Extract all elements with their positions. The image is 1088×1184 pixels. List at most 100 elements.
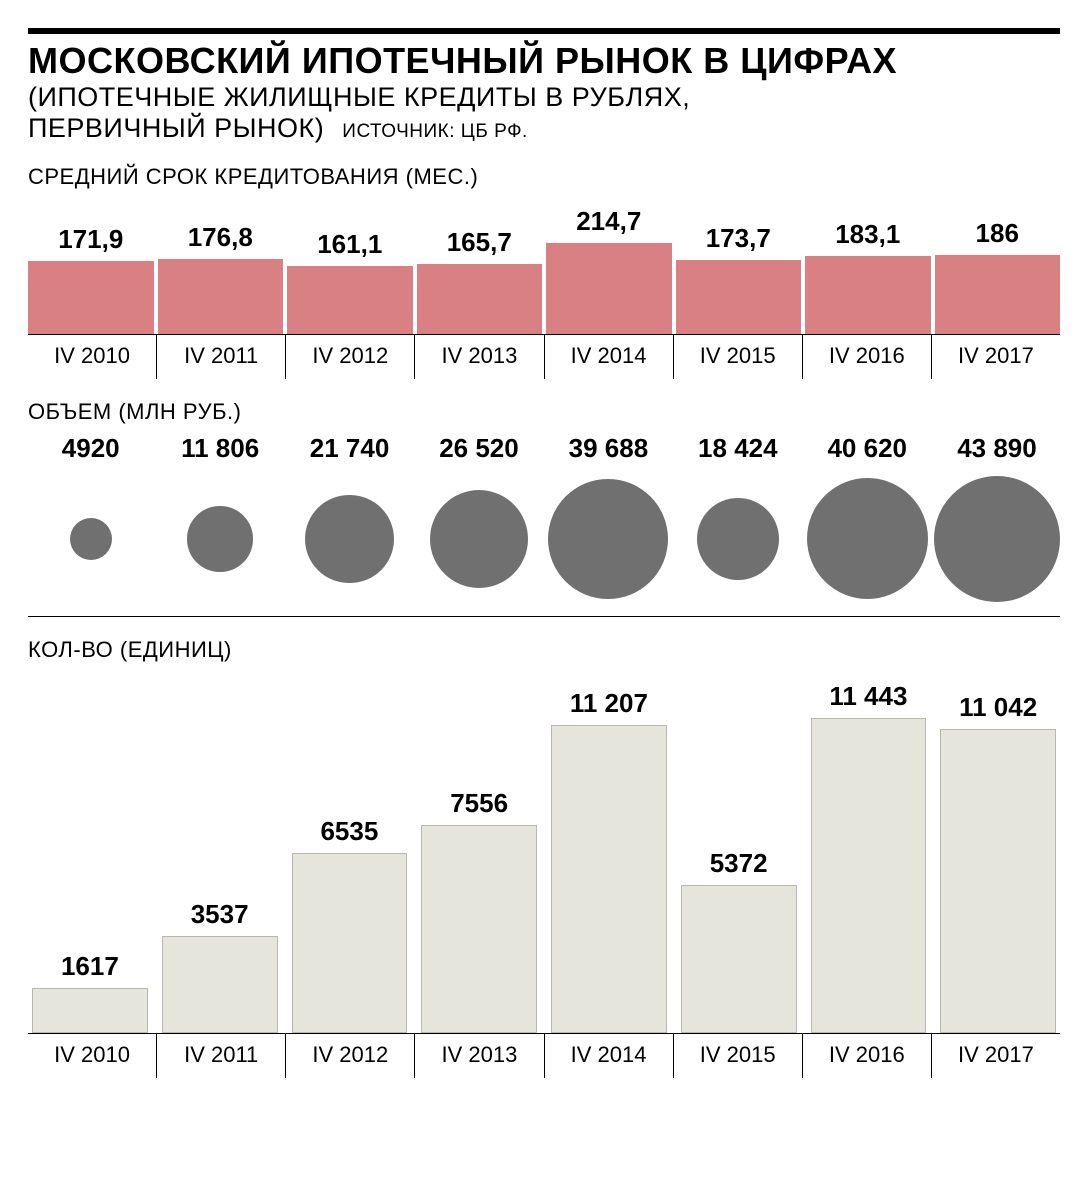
x-axis-label: IV 2015 [674,335,803,379]
chart-term-bar: 165,7 [417,264,543,334]
chart-count-bar: 11 042 [940,729,1056,1033]
chart-term-bar: 176,8 [158,259,284,334]
bubble-holder [697,474,779,604]
bubble [305,495,394,584]
x-axis-label: IV 2015 [674,1034,803,1078]
bar [421,825,537,1033]
x-axis-label: IV 2010 [28,335,157,379]
chart-term-bar: 186 [935,255,1061,334]
chart-volume-title: ОБЪЕМ (МЛН РУБ.) [28,399,1060,425]
bar [32,988,148,1032]
bubble-holder [430,474,528,604]
bubble-value-label: 40 620 [827,433,907,464]
bubble-holder [807,474,928,604]
bar-value-label: 171,9 [58,224,123,255]
x-axis-label: IV 2012 [286,1034,415,1078]
bar-value-label: 176,8 [188,222,253,253]
chart-volume-item: 40 620 [805,433,930,604]
bubble [187,506,252,571]
bar [811,718,927,1033]
chart-volume-item: 11 806 [157,433,282,604]
subhead-line2: ПЕРВИЧНЫЙ РЫНОК) [28,113,324,144]
bubble-value-label: 43 890 [957,433,1037,464]
chart-volume-item: 43 890 [934,433,1060,604]
bar [162,936,278,1033]
bar-value-label: 186 [976,218,1019,249]
bubble-holder [305,474,394,604]
bar [676,260,802,333]
headline: МОСКОВСКИЙ ИПОТЕЧНЫЙ РЫНОК В ЦИФРАХ [28,42,1060,80]
x-axis-label: IV 2017 [932,1034,1060,1078]
source-text: ИСТОЧНИК: ЦБ РФ. [342,121,528,143]
bar-value-label: 214,7 [576,206,641,237]
chart-count-bar: 11 443 [811,718,927,1033]
bar [681,885,797,1033]
chart-count-bars: 161735376535755611 207537211 44311 042 [28,703,1060,1033]
bar-value-label: 161,1 [317,229,382,260]
bubble-holder [70,474,112,604]
x-axis-label: IV 2016 [803,335,932,379]
subhead-row: ПЕРВИЧНЫЙ РЫНОК) ИСТОЧНИК: ЦБ РФ. [28,113,1060,144]
bubble-value-label: 21 740 [310,433,390,464]
bar-value-label: 11 042 [959,692,1037,723]
bar-value-label: 3537 [191,899,249,930]
chart-volume-item: 4920 [28,433,153,604]
x-axis-label: IV 2014 [545,1034,674,1078]
chart-term-bar: 171,9 [28,261,154,334]
bar [158,259,284,334]
chart-count-bar: 11 207 [551,725,667,1033]
chart-volume-item: 21 740 [287,433,412,604]
chart-count-bar: 3537 [162,936,278,1033]
bar-value-label: 1617 [61,951,119,982]
chart-volume-item: 26 520 [416,433,541,604]
bar-value-label: 7556 [450,788,508,819]
chart-term-bars: 171,9176,8161,1165,7214,7173,7183,1186 [28,224,1060,334]
x-axis-label: IV 2013 [415,335,544,379]
chart-term-title: СРЕДНИЙ СРОК КРЕДИТОВАНИЯ (МЕС.) [28,164,1060,190]
chart-term-bar: 214,7 [546,243,672,334]
x-axis-label: IV 2012 [286,335,415,379]
x-axis-label: IV 2017 [932,335,1060,379]
bar [805,256,931,333]
bubble-value-label: 26 520 [439,433,519,464]
bar [287,266,413,334]
bar [940,729,1056,1033]
chart-term-bar: 183,1 [805,256,931,333]
bubble [548,479,668,599]
bar-value-label: 6535 [320,816,378,847]
chart-count-bar: 7556 [421,825,537,1033]
bar [551,725,667,1033]
bar [935,255,1061,334]
bubble [430,490,528,588]
bar [28,261,154,334]
bar-value-label: 183,1 [835,219,900,250]
bar-value-label: 165,7 [447,227,512,258]
chart-count-bar: 5372 [681,885,797,1033]
subhead-line1: (ИПОТЕЧНЫЕ ЖИЛИЩНЫЕ КРЕДИТЫ В РУБЛЯХ, [28,82,1060,113]
bar [292,853,408,1033]
chart-term-bar: 173,7 [676,260,802,333]
bubble [70,518,112,560]
bubble-holder [934,474,1060,604]
bar [546,243,672,334]
top-rule [28,28,1060,34]
chart-term-bar: 161,1 [287,266,413,334]
bubble [934,476,1060,602]
bar-value-label: 5372 [710,848,768,879]
bar-value-label: 11 443 [829,681,907,712]
bubble-value-label: 4920 [62,433,120,464]
bubble-value-label: 39 688 [569,433,649,464]
bubble-holder [548,474,668,604]
x-axis-label: IV 2011 [157,335,286,379]
bubble [697,498,779,580]
bubble-value-label: 18 424 [698,433,778,464]
divider [28,616,1060,617]
bar [417,264,543,334]
x-axis-label: IV 2011 [157,1034,286,1078]
bubble-holder [187,474,252,604]
chart-volume-item: 39 688 [546,433,671,604]
chart-term-xaxis: IV 2010IV 2011IV 2012IV 2013IV 2014IV 20… [28,334,1060,379]
bar-value-label: 11 207 [570,688,648,719]
chart-volume-item: 18 424 [675,433,800,604]
x-axis-label: IV 2014 [545,335,674,379]
